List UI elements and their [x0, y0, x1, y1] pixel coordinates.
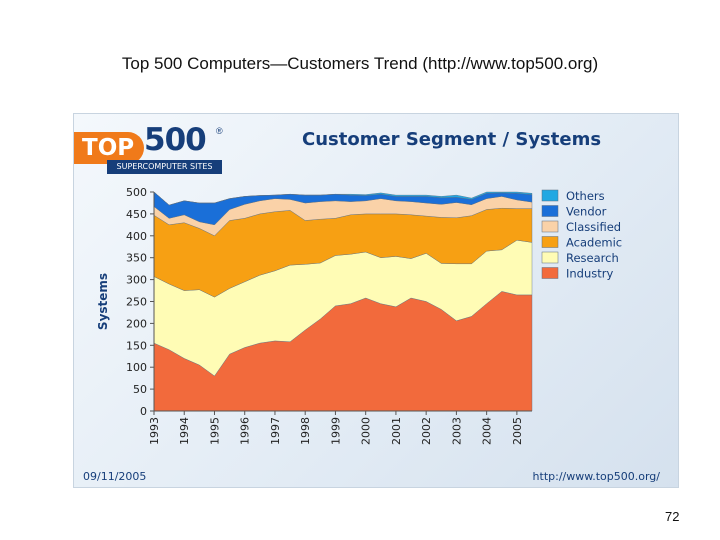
- x-tick-label: 1998: [299, 417, 312, 445]
- logo-tagline: SUPERCOMPUTER SITES: [107, 160, 222, 174]
- x-tick-label: 1995: [208, 417, 221, 445]
- y-tick-label: 150: [126, 339, 147, 352]
- page-number: 72: [665, 509, 680, 524]
- x-tick-label: 1996: [239, 417, 252, 445]
- slide-title: Top 500 Computers—Customers Trend (http:…: [121, 54, 599, 73]
- y-axis-label: Systems: [96, 273, 110, 330]
- legend-swatch-others: [541, 189, 559, 202]
- y-tick-label: 250: [126, 296, 147, 309]
- chart-panel: TOP 500 ® SUPERCOMPUTER SITES Customer S…: [73, 113, 679, 488]
- x-tick-label: 2005: [511, 417, 524, 445]
- x-tick-label: 2003: [450, 417, 463, 445]
- legend-label-classified: Classified: [566, 220, 621, 234]
- logo-badge: TOP: [74, 132, 144, 164]
- x-tick-label: 2000: [360, 417, 373, 445]
- legend-label-industry: Industry: [566, 267, 613, 281]
- x-tick-label: 1993: [148, 417, 161, 445]
- legend-swatch-classified: [541, 220, 559, 233]
- y-tick-label: 50: [133, 383, 147, 396]
- legend-swatch-research: [541, 251, 559, 264]
- y-tick-label: 400: [126, 230, 147, 243]
- legend-label-vendor: Vendor: [566, 205, 607, 219]
- x-tick-label: 2004: [481, 417, 494, 445]
- top500-logo: TOP 500 ® SUPERCOMPUTER SITES: [74, 122, 224, 178]
- y-tick-label: 300: [126, 274, 147, 287]
- y-tick-label: 0: [140, 405, 147, 418]
- legend-label-others: Others: [566, 189, 605, 203]
- logo-badge-text: TOP: [82, 135, 135, 161]
- x-tick-label: 1997: [269, 417, 282, 445]
- legend-label-academic: Academic: [566, 236, 622, 250]
- chart-title: Customer Segment / Systems: [302, 129, 602, 150]
- x-tick-label: 2002: [420, 417, 433, 445]
- x-tick-label: 1994: [178, 417, 191, 445]
- y-tick-label: 350: [126, 252, 147, 265]
- registered-mark: ®: [216, 126, 223, 136]
- footer-date: 09/11/2005: [83, 470, 147, 483]
- y-tick-label: 450: [126, 208, 147, 221]
- legend-label-research: Research: [566, 251, 619, 265]
- y-tick-label: 100: [126, 361, 147, 374]
- legend-swatch-industry: [541, 267, 559, 279]
- x-tick-label: 2001: [390, 417, 403, 445]
- legend-swatch-vendor: [541, 205, 559, 217]
- legend-swatch-academic: [541, 236, 559, 248]
- y-tick-label: 500: [126, 186, 147, 199]
- footer-url: http://www.top500.org/: [532, 470, 660, 483]
- y-tick-label: 200: [126, 317, 147, 330]
- area-others: [153, 191, 533, 206]
- logo-word: 500: [144, 122, 207, 158]
- x-tick-label: 1999: [329, 417, 342, 445]
- area-chart: 0 50 100 150 200 250 300 350 400 450 500 Systems 199…: [96, 186, 622, 445]
